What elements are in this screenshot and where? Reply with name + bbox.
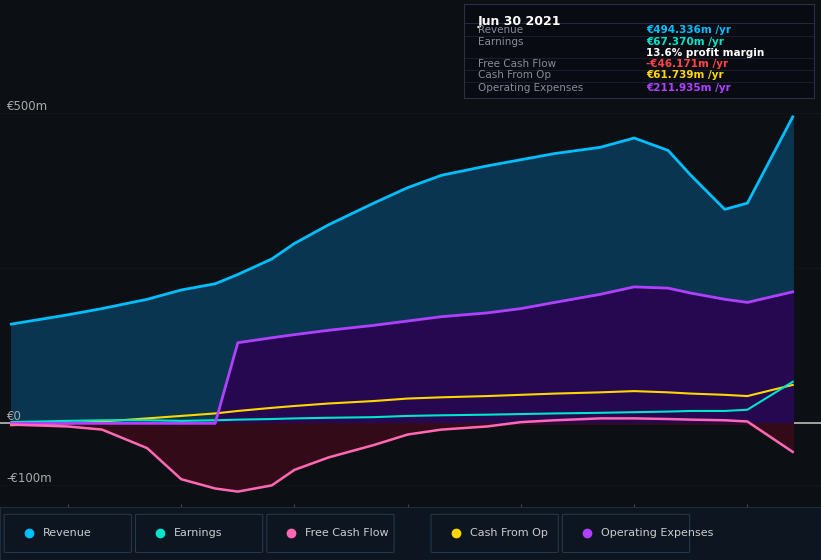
Text: €67.370m /yr: €67.370m /yr <box>646 36 724 46</box>
Text: -€46.171m /yr: -€46.171m /yr <box>646 59 728 69</box>
Text: Operating Expenses: Operating Expenses <box>601 529 713 538</box>
Text: €0: €0 <box>7 410 21 423</box>
Text: Operating Expenses: Operating Expenses <box>478 83 583 92</box>
Text: €211.935m /yr: €211.935m /yr <box>646 83 731 92</box>
Text: Free Cash Flow: Free Cash Flow <box>305 529 389 538</box>
Text: Cash From Op: Cash From Op <box>470 529 548 538</box>
Text: Revenue: Revenue <box>478 25 523 35</box>
Text: 13.6% profit margin: 13.6% profit margin <box>646 48 764 58</box>
Text: €61.739m /yr: €61.739m /yr <box>646 71 724 81</box>
Text: Free Cash Flow: Free Cash Flow <box>478 59 556 69</box>
Text: €500m: €500m <box>7 100 48 113</box>
Text: Earnings: Earnings <box>478 36 524 46</box>
Text: Jun 30 2021: Jun 30 2021 <box>478 15 562 28</box>
Text: Revenue: Revenue <box>43 529 91 538</box>
Text: Cash From Op: Cash From Op <box>478 71 551 81</box>
Text: €494.336m /yr: €494.336m /yr <box>646 25 732 35</box>
Text: -€100m: -€100m <box>7 473 53 486</box>
Text: Earnings: Earnings <box>174 529 222 538</box>
